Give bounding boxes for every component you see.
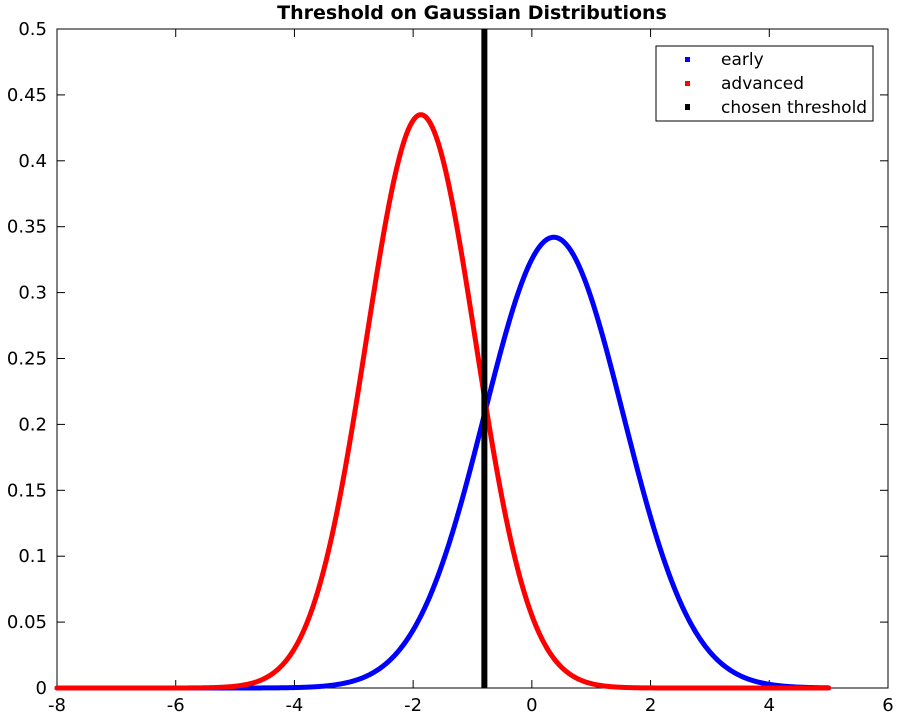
x-tick-label: -8 xyxy=(48,695,66,716)
legend-marker-threshold xyxy=(685,104,690,110)
y-tick-label: 0.05 xyxy=(7,612,47,633)
plot-area xyxy=(56,28,889,689)
legend-label-threshold: chosen threshold xyxy=(721,98,867,118)
y-tick-label: 0.3 xyxy=(18,283,47,304)
x-tick-label: 6 xyxy=(882,695,893,716)
y-tick-label: 0.2 xyxy=(18,414,47,435)
legend-label-early: early xyxy=(721,50,764,70)
y-tick-label: 0.15 xyxy=(7,480,47,501)
y-tick-label: 0.35 xyxy=(7,217,47,238)
legend-box xyxy=(655,45,874,122)
y-tick-label: 0 xyxy=(36,678,47,699)
series-advanced xyxy=(54,112,832,691)
legend-label-advanced: advanced xyxy=(721,74,804,94)
x-tick-label: 0 xyxy=(526,695,537,716)
x-tick-label: 2 xyxy=(645,695,656,716)
y-tick-label: 0.4 xyxy=(18,151,47,172)
y-tick-label: 0.5 xyxy=(18,19,47,40)
chart-title: Threshold on Gaussian Distributions xyxy=(277,2,667,24)
y-tick-label: 0.1 xyxy=(18,546,47,567)
legend-marker-advanced xyxy=(685,81,690,86)
x-tick-label: -4 xyxy=(285,695,303,716)
plot-curves xyxy=(54,29,832,691)
x-tick-label: -6 xyxy=(167,695,185,716)
y-tick-label: 0.45 xyxy=(7,85,47,106)
legend-marker-early xyxy=(685,57,690,62)
axis-ticks: -8 -6 -4 -2 0 2 4 6 0 0.05 0.1 0.15 0.2 0.25 0.3 0.35 0.… xyxy=(7,19,894,716)
legend: early advanced chosen threshold xyxy=(655,45,874,122)
x-tick-label: 4 xyxy=(764,695,775,716)
y-tick-label: 0.25 xyxy=(7,349,47,370)
x-tick-label: -2 xyxy=(404,695,422,716)
